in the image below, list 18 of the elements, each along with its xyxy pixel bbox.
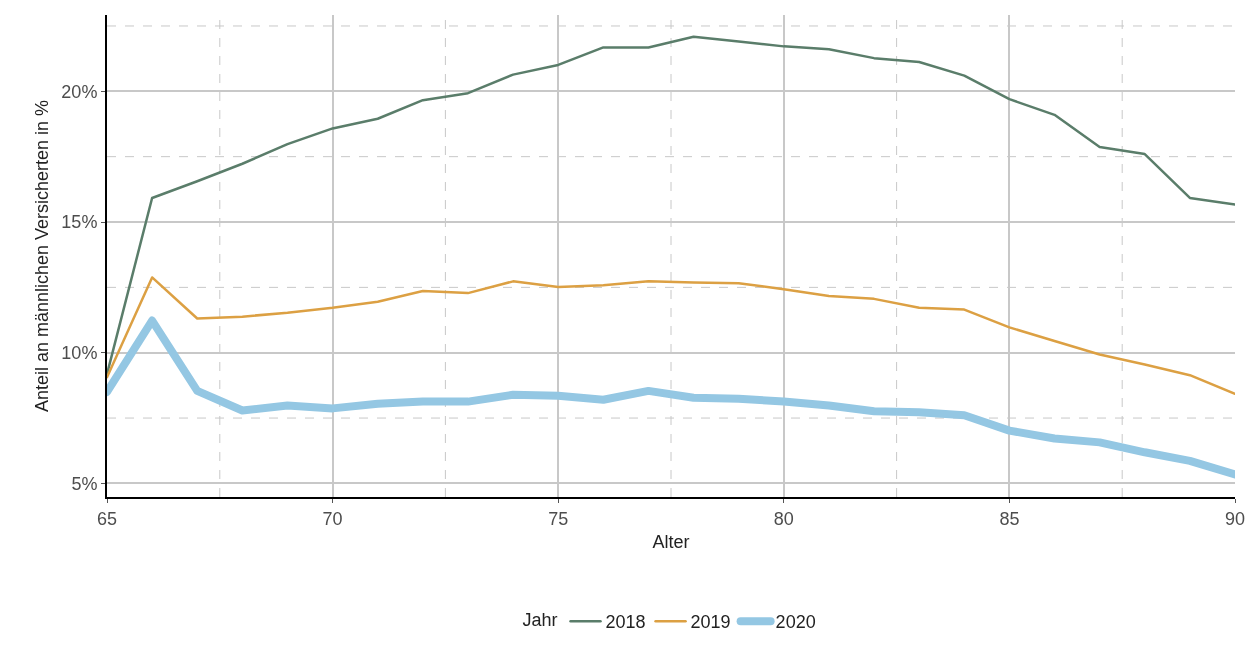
y-axis-title: Anteil an männlichen Versicherten in %: [32, 99, 53, 413]
legend-label: 2019: [690, 612, 731, 633]
x-axis-title: Alter: [652, 532, 690, 553]
y-tick-label: 10%: [61, 343, 98, 364]
x-tick-label: 85: [999, 508, 1020, 529]
legend-title: Jahr: [522, 610, 558, 631]
y-tick-label: 20%: [61, 81, 98, 102]
y-tick-label: 5%: [71, 473, 98, 494]
x-tick-label: 65: [96, 508, 118, 529]
line-series: [107, 276, 1235, 395]
legend-label: 2018: [605, 612, 646, 633]
legend-label: 2020: [775, 612, 816, 633]
x-tick-label: 75: [548, 508, 569, 529]
x-tick-label: 90: [1224, 508, 1246, 529]
x-tick-label: 80: [773, 508, 794, 529]
x-tick-label: 70: [322, 508, 343, 529]
y-tick-label: 15%: [61, 212, 98, 233]
line-series: [107, 35, 1235, 376]
